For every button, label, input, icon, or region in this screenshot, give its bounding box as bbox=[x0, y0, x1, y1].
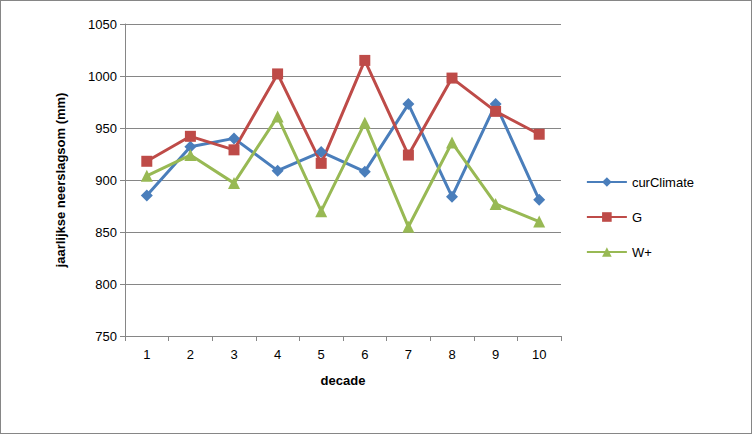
svg-text:W+: W+ bbox=[632, 245, 652, 260]
svg-text:8: 8 bbox=[448, 347, 455, 362]
svg-text:1: 1 bbox=[143, 347, 150, 362]
svg-text:G: G bbox=[632, 210, 642, 225]
svg-text:2: 2 bbox=[187, 347, 194, 362]
svg-text:jaarlijkse neerslagsom (mm): jaarlijkse neerslagsom (mm) bbox=[53, 93, 68, 269]
svg-text:850: 850 bbox=[95, 225, 117, 240]
svg-text:800: 800 bbox=[95, 277, 117, 292]
svg-text:7: 7 bbox=[405, 347, 412, 362]
svg-text:950: 950 bbox=[95, 121, 117, 136]
svg-text:9: 9 bbox=[492, 347, 499, 362]
svg-text:5: 5 bbox=[318, 347, 325, 362]
svg-text:10: 10 bbox=[532, 347, 546, 362]
svg-text:6: 6 bbox=[361, 347, 368, 362]
svg-text:750: 750 bbox=[95, 329, 117, 344]
svg-text:1050: 1050 bbox=[88, 17, 117, 32]
svg-text:decade: decade bbox=[321, 373, 366, 388]
svg-text:curClimate: curClimate bbox=[632, 175, 694, 190]
svg-text:3: 3 bbox=[230, 347, 237, 362]
svg-text:900: 900 bbox=[95, 173, 117, 188]
svg-text:4: 4 bbox=[274, 347, 281, 362]
svg-text:1000: 1000 bbox=[88, 69, 117, 84]
